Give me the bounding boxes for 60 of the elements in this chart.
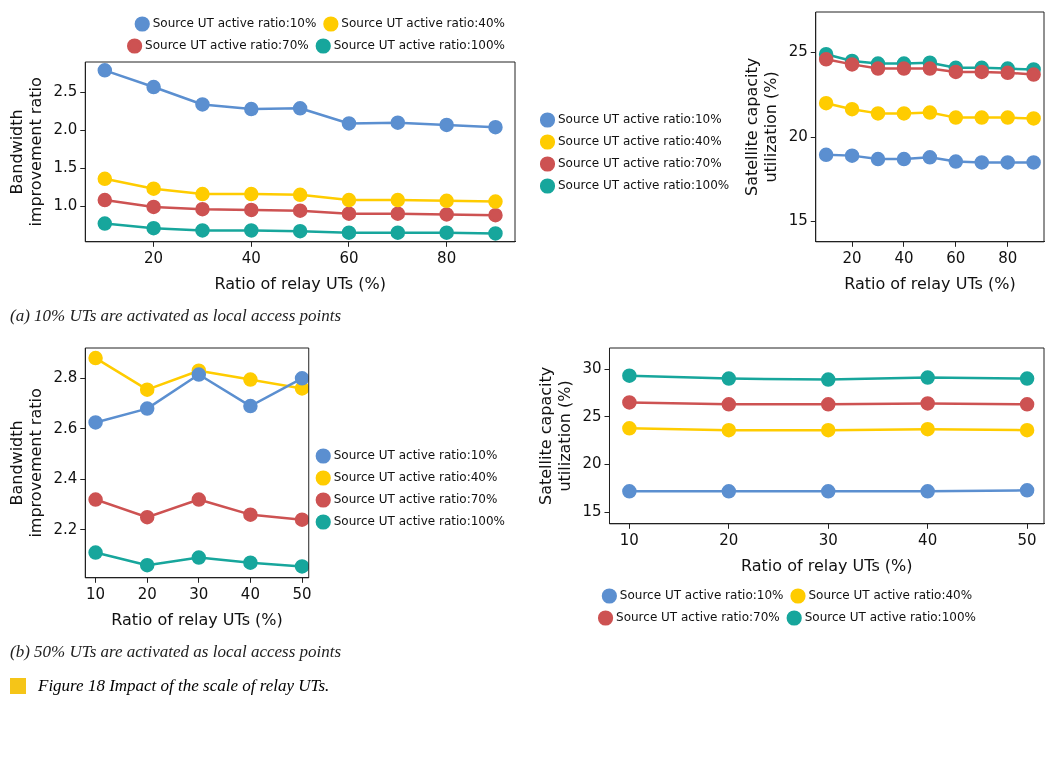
legend-label: Source UT active ratio:10% xyxy=(558,112,722,127)
legend-label: Source UT active ratio:10% xyxy=(152,16,317,31)
legend-label: Source UT active ratio:40% xyxy=(341,16,506,31)
y-axis-title: Satellite capacity utilization (%) xyxy=(742,57,781,196)
legend-label: Source UT active ratio:100% xyxy=(333,514,505,529)
legend-label: Source UT active ratio:40% xyxy=(808,588,973,603)
x-tick-label: 20 xyxy=(842,248,862,267)
y-tick-label: 20 xyxy=(788,126,808,145)
x-tick-label: 40 xyxy=(894,248,914,267)
y-tick-label: 2.8 xyxy=(53,368,78,387)
caption: Figure 18 Impact of the scale of relay UTs. xyxy=(38,676,330,696)
legend-label: Source UT active ratio:10% xyxy=(619,588,784,603)
x-tick-label: 60 xyxy=(946,248,966,267)
y-tick-label: 25 xyxy=(582,406,602,425)
y-tick-label: 25 xyxy=(788,42,808,61)
x-tick-label: 10 xyxy=(86,584,106,603)
x-axis-title: Ratio of relay UTs (%) xyxy=(111,609,283,629)
y-tick-label: 20 xyxy=(582,454,602,473)
x-tick-label: 10 xyxy=(619,530,639,549)
y-tick-label: 2.6 xyxy=(53,418,78,437)
legend-label: Source UT active ratio:100% xyxy=(558,178,730,193)
y-tick-label: 2.2 xyxy=(53,519,78,538)
x-tick-label: 30 xyxy=(818,530,838,549)
x-tick-label: 80 xyxy=(437,248,457,267)
legend-label: Source UT active ratio:70% xyxy=(333,492,498,507)
y-axis-title: Satellite capacity utilization (%) xyxy=(535,366,574,505)
legend-label: Source UT active ratio:70% xyxy=(145,38,309,53)
x-tick-label: 50 xyxy=(292,584,312,603)
x-tick-label: 50 xyxy=(1017,530,1037,549)
y-tick-label: 2.5 xyxy=(53,82,78,101)
x-tick-label: 40 xyxy=(241,248,261,267)
y-tick-label: 2.4 xyxy=(53,469,78,488)
y-tick-label: 30 xyxy=(582,358,602,377)
x-axis-title: Ratio of relay UTs (%) xyxy=(214,273,386,293)
legend-label: Source UT active ratio:10% xyxy=(333,448,498,463)
x-tick-label: 40 xyxy=(918,530,938,549)
legend-label: Source UT active ratio:100% xyxy=(804,610,976,625)
legend-label: Source UT active ratio:40% xyxy=(558,134,722,149)
x-tick-label: 20 xyxy=(719,530,739,549)
x-tick-label: 60 xyxy=(339,248,359,267)
x-tick-label: 20 xyxy=(137,584,157,603)
y-tick-label: 15 xyxy=(582,502,602,521)
x-axis-title: Ratio of relay UTs (%) xyxy=(740,555,913,575)
legend-label: Source UT active ratio:100% xyxy=(333,38,505,53)
legend-label: Source UT active ratio:70% xyxy=(558,156,722,171)
x-tick-label: 20 xyxy=(144,248,164,267)
y-axis-title: Bandwidth improvement ratio xyxy=(6,77,45,227)
text: (b) 50% UTs are activated as local access points xyxy=(9,641,343,663)
y-tick-label: 1.5 xyxy=(53,158,78,177)
y-tick-label: 15 xyxy=(788,211,808,230)
x-tick-label: 40 xyxy=(240,584,260,603)
legend-label: Source UT active ratio:40% xyxy=(333,470,498,485)
x-axis-title: Ratio of relay UTs (%) xyxy=(844,273,1016,293)
text: (a) 10% UTs are activated as local access points xyxy=(9,305,343,327)
x-tick-label: 30 xyxy=(189,584,209,603)
y-tick-label: 1.0 xyxy=(53,196,78,215)
y-axis-title: Bandwidth improvement ratio xyxy=(6,388,45,538)
legend-label: Source UT active ratio:70% xyxy=(616,610,780,625)
y-tick-label: 2.0 xyxy=(53,120,78,139)
x-tick-label: 80 xyxy=(998,248,1018,267)
